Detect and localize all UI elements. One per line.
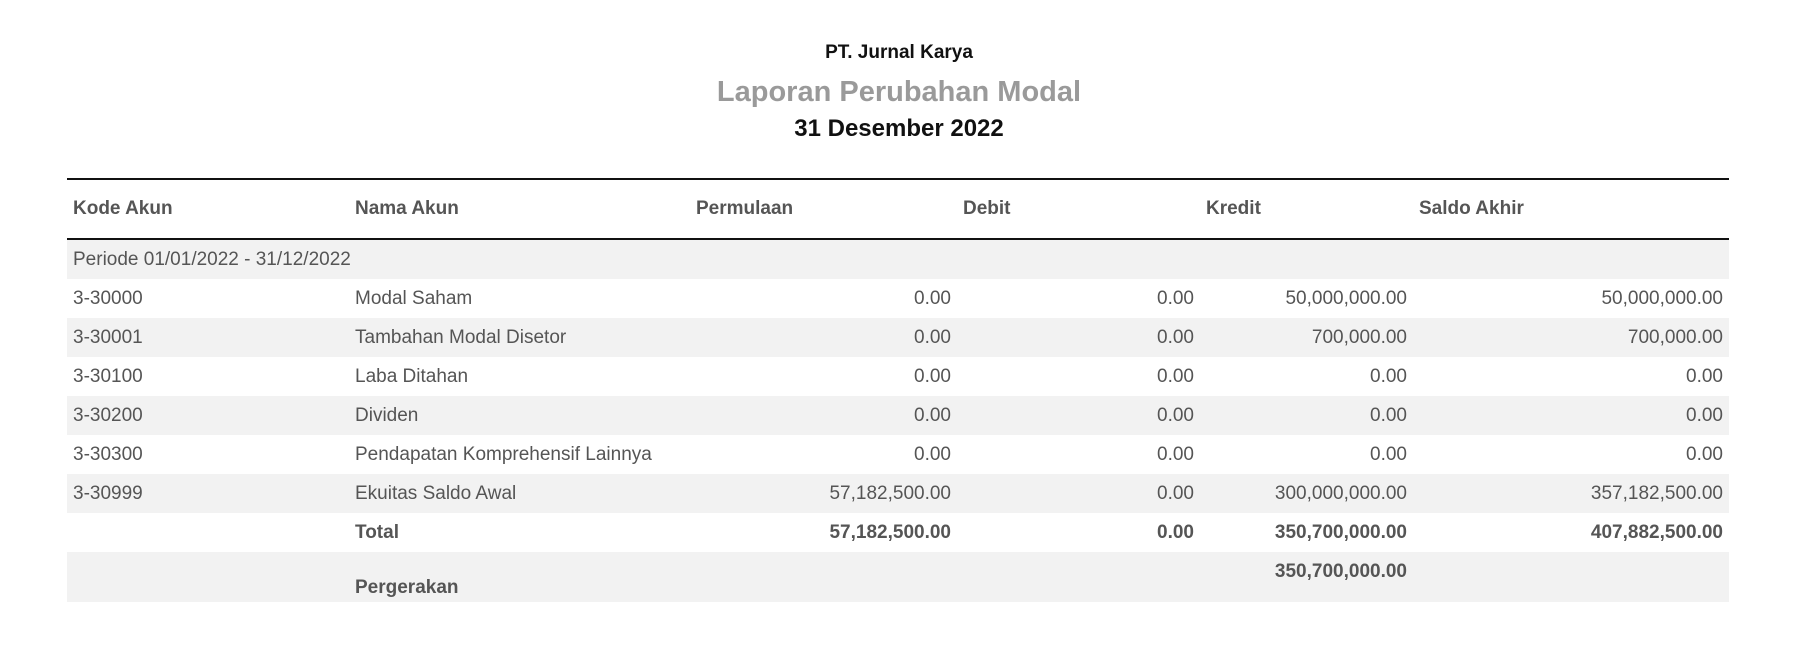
debit-value: 0.00	[1157, 326, 1194, 348]
table-row: 3-30001 Tambahan Modal Disetor 0.00 0.00…	[67, 318, 1729, 357]
total-opening: 57,182,500.00	[829, 521, 951, 543]
movement-credit: 350,700,000.00	[1274, 561, 1407, 582]
total-code-empty	[67, 513, 349, 552]
debit-value: 0.00	[1157, 287, 1194, 309]
column-header-opening: Permulaan	[690, 178, 957, 240]
period-row: Periode 01/01/2022 - 31/12/2022	[67, 239, 1729, 279]
debit-value: 0.00	[1157, 365, 1194, 387]
ending-value: 0.00	[1686, 404, 1723, 426]
opening-value: 0.00	[914, 287, 951, 309]
movement-opening-empty	[690, 552, 957, 602]
column-header-account-code: Kode Akun	[67, 178, 349, 240]
account-name: Pendapatan Komprehensif Lainnya	[355, 443, 652, 465]
credit-value: 50,000,000.00	[1285, 287, 1407, 309]
table-row: 3-30999 Ekuitas Saldo Awal 57,182,500.00…	[67, 474, 1729, 513]
table-row: 3-30300 Pendapatan Komprehensif Lainnya …	[67, 435, 1729, 474]
table-row: 3-30100 Laba Ditahan 0.00 0.00 0.00 0.00	[67, 357, 1729, 396]
equity-change-table: Kode Akun Nama Akun Permulaan Debit Kred…	[67, 178, 1729, 602]
account-name: Tambahan Modal Disetor	[355, 326, 567, 348]
ending-value: 0.00	[1686, 365, 1723, 387]
movement-label: Pergerakan	[355, 577, 459, 598]
total-row: Total 57,182,500.00 0.00 350,700,000.00 …	[67, 513, 1729, 552]
opening-value: 0.00	[914, 365, 951, 387]
account-code: 3-30200	[73, 404, 143, 426]
account-name: Dividen	[355, 404, 419, 426]
report-date: 31 Desember 2022	[794, 115, 1004, 142]
movement-row: Pergerakan 350,700,000.00	[67, 552, 1729, 602]
debit-value: 0.00	[1157, 443, 1194, 465]
total-credit: 350,700,000.00	[1274, 521, 1407, 543]
period-label: Periode 01/01/2022 - 31/12/2022	[73, 248, 351, 270]
account-name: Ekuitas Saldo Awal	[355, 482, 517, 504]
report-title: Laporan Perubahan Modal	[716, 76, 1082, 108]
credit-value: 300,000,000.00	[1274, 482, 1407, 504]
credit-value: 0.00	[1370, 365, 1407, 387]
table-row: 3-30000 Modal Saham 0.00 0.00 50,000,000…	[67, 279, 1729, 318]
account-code: 3-30001	[73, 326, 143, 348]
company-name: PT. Jurnal Karya	[825, 42, 973, 63]
total-ending: 407,882,500.00	[1590, 521, 1723, 543]
column-header-ending-balance: Saldo Akhir	[1413, 178, 1729, 240]
opening-value: 0.00	[914, 443, 951, 465]
movement-code-empty	[67, 552, 349, 602]
ending-value: 357,182,500.00	[1590, 482, 1723, 504]
column-header-credit: Kredit	[1200, 178, 1413, 240]
total-label: Total	[355, 521, 399, 543]
movement-debit-empty	[957, 552, 1200, 602]
credit-value: 0.00	[1370, 443, 1407, 465]
account-name: Laba Ditahan	[355, 365, 469, 387]
table-row: 3-30200 Dividen 0.00 0.00 0.00 0.00	[67, 396, 1729, 435]
account-name: Modal Saham	[355, 287, 473, 309]
account-code: 3-30999	[73, 482, 143, 504]
column-header-debit: Debit	[957, 178, 1200, 240]
account-code: 3-30300	[73, 443, 143, 465]
credit-value: 700,000.00	[1311, 326, 1407, 348]
movement-ending-empty	[1413, 552, 1729, 602]
account-code: 3-30000	[73, 287, 143, 309]
debit-value: 0.00	[1157, 404, 1194, 426]
account-code: 3-30100	[73, 365, 143, 387]
opening-value: 57,182,500.00	[829, 482, 951, 504]
opening-value: 0.00	[914, 326, 951, 348]
debit-value: 0.00	[1157, 482, 1194, 504]
credit-value: 0.00	[1370, 404, 1407, 426]
opening-value: 0.00	[914, 404, 951, 426]
ending-value: 700,000.00	[1627, 326, 1723, 348]
ending-value: 50,000,000.00	[1601, 287, 1723, 309]
total-debit: 0.00	[1157, 521, 1194, 543]
table-header-row: Kode Akun Nama Akun Permulaan Debit Kred…	[67, 178, 1729, 240]
ending-value: 0.00	[1686, 443, 1723, 465]
column-header-account-name: Nama Akun	[349, 178, 690, 240]
